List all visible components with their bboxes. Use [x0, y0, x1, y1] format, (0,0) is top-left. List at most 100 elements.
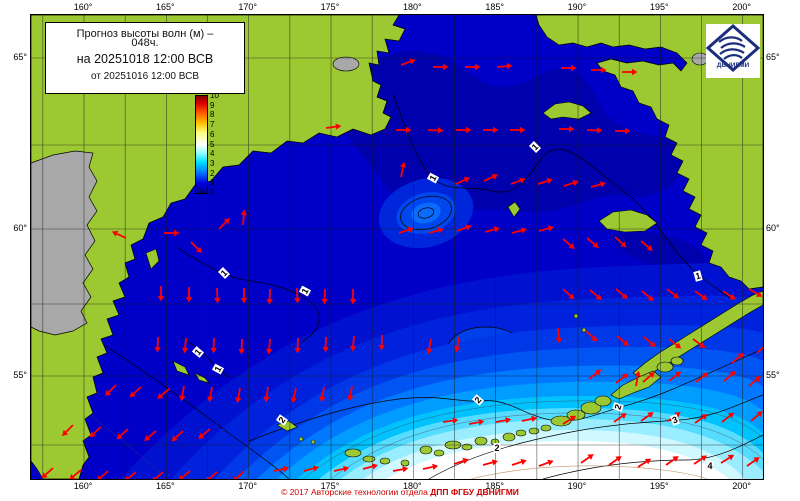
colorbar-tick: 2 [210, 168, 215, 178]
colorbar-tick: 8 [210, 110, 215, 120]
wave-arrow-icon [641, 290, 654, 301]
wave-arrow-icon [482, 459, 498, 466]
axis-tick-label: 55° [766, 370, 780, 380]
wave-arrow-icon [510, 177, 526, 185]
wave-arrow-icon [615, 127, 631, 135]
contour-label: 2 [493, 443, 501, 453]
land-alaska [535, 15, 763, 290]
wave-arrow-icon [580, 454, 594, 464]
wave-arrow-icon [694, 414, 708, 424]
okhotsk-gray-area [31, 150, 98, 336]
wave-arrow-icon [622, 68, 638, 76]
wave-arrow-icon [41, 467, 54, 479]
wave-arrow-icon [495, 417, 512, 424]
wave-arrow-icon [484, 226, 500, 233]
wave-arrow-icon [722, 290, 736, 300]
wave-arrow-icon [303, 465, 319, 472]
logo-text: ДВНИГМИ [717, 62, 750, 69]
land-alaska-peninsula [632, 290, 763, 380]
wave-arrow-icon [233, 470, 245, 479]
wave-arrow-icon [294, 287, 301, 304]
wave-arrow-icon [731, 353, 744, 364]
colorbar-tick: 10 [210, 91, 219, 100]
axis-tick-label: 60° [13, 223, 27, 233]
axis-tick-label: 165° [156, 2, 175, 12]
axis-tick-label: 65° [766, 52, 780, 62]
wave-arrow-icon [666, 288, 680, 299]
wave-arrow-icon [185, 287, 193, 303]
wave-arrow-icon [392, 466, 409, 473]
axis-tick-label: 200° [732, 2, 751, 12]
wave-arrow-icon [442, 417, 459, 424]
axis-tick-label: 195° [649, 2, 669, 12]
colorbar-tick: 7 [210, 120, 215, 130]
wave-height-colorbar [195, 95, 208, 194]
wave-arrow-icon [210, 337, 217, 354]
wave-arrow-icon [537, 177, 553, 185]
wave-arrow-icon [589, 289, 602, 300]
wave-arrow-icon [240, 209, 248, 226]
wave-arrow-icon [399, 161, 407, 178]
wave-arrow-icon [265, 338, 273, 355]
axis-tick-label: 65° [13, 52, 27, 62]
wave-arrow-icon [124, 471, 137, 479]
wave-arrow-icon [144, 430, 157, 441]
wave-arrow-icon [157, 388, 170, 399]
axis-tick-label: 175° [320, 481, 340, 491]
wave-arrow-icon [154, 336, 161, 353]
wave-arrow-icon [349, 335, 357, 352]
wave-arrow-icon [692, 338, 706, 349]
axis-tick-label: 195° [649, 481, 669, 491]
wave-arrow-icon [720, 454, 735, 464]
axis-tick-label: 190° [567, 2, 587, 12]
wave-arrow-icon [347, 385, 354, 402]
colorbar-tick: 5 [210, 139, 215, 149]
wave-arrow-icon [426, 338, 433, 355]
axis-tick-label: 170° [238, 2, 257, 12]
forecast-valid-time: на 20251018 12:00 ВСВ [76, 52, 214, 66]
wave-arrow-icon [362, 463, 378, 470]
wave-arrow-icon [235, 387, 242, 404]
wave-arrow-icon [456, 224, 472, 232]
wave-arrow-icon [562, 415, 577, 425]
wave-arrow-icon [668, 338, 682, 349]
axis-tick-label: 180° [403, 2, 422, 12]
axis-tick-label: 185° [485, 2, 504, 12]
wave-maximum-patch [378, 177, 474, 249]
axis-tick-label: 55° [13, 370, 27, 380]
copyright-text: © 2017 Авторские технологии отдела [281, 487, 431, 497]
wave-arrow-icon [693, 455, 707, 465]
wave-arrow-icon [218, 218, 230, 230]
wave-arrow-icon [562, 238, 575, 249]
wave-arrow-icon [319, 386, 326, 403]
high-wave-white-area [386, 440, 729, 479]
wave-arrow-icon [538, 225, 554, 232]
wave-arrow-icon [748, 376, 761, 387]
wave-arrow-icon [240, 288, 248, 304]
wave-arrow-icon [634, 370, 641, 387]
wave-arrow-icon [538, 459, 554, 467]
axis-tick-label: 60° [766, 223, 780, 233]
dvnigmi-logo-icon: ДВНИГМИ [705, 24, 761, 72]
wave-arrow-icon [398, 226, 414, 234]
colorbar-tick: 3 [210, 158, 215, 168]
axis-tick-label: 170° [238, 481, 257, 491]
wave-arrow-icon [483, 126, 499, 134]
wave-arrow-icon [586, 127, 603, 134]
wave-arrow-icon [214, 287, 221, 304]
wave-arrow-icon [496, 62, 513, 70]
land-chukotka-kamchatka [31, 15, 406, 479]
wave-arrow-icon [290, 387, 298, 404]
copyright-org: ДПП ФГБУ ДВНИГМИ [430, 487, 519, 497]
wave-arrow-icon [510, 126, 526, 134]
wave-arrow-icon [454, 336, 461, 353]
colorbar-tick: 6 [210, 129, 215, 139]
wave-direction-arrows [41, 58, 763, 479]
wave-arrow-icon [521, 415, 538, 423]
axis-tick-label: 165° [156, 481, 175, 491]
wave-arrow-icon [750, 411, 763, 422]
wave-arrow-icon [615, 288, 628, 299]
wave-arrow-icon [642, 372, 655, 383]
wave-arrow-icon [616, 335, 629, 346]
